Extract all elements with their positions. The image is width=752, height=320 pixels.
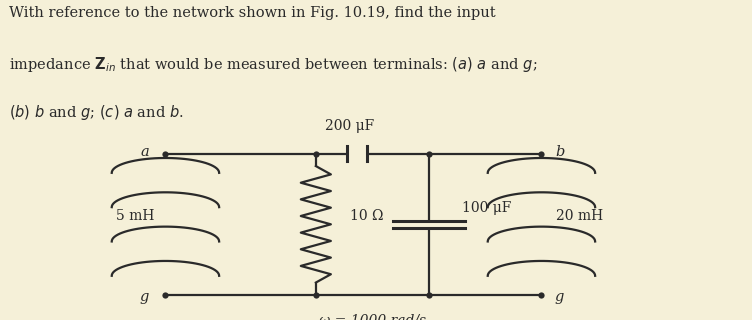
Text: ω = 1000 rad/s: ω = 1000 rad/s	[319, 314, 426, 320]
Text: g: g	[140, 290, 149, 304]
Text: 20 mH: 20 mH	[556, 209, 604, 223]
Text: 200 μF: 200 μF	[325, 119, 374, 133]
Text: b: b	[555, 145, 564, 158]
Text: a: a	[140, 145, 149, 158]
Text: 10 Ω: 10 Ω	[350, 209, 384, 223]
Text: With reference to the network shown in Fig. 10.19, find the input: With reference to the network shown in F…	[9, 6, 496, 20]
Text: 5 mH: 5 mH	[116, 209, 154, 223]
Text: 100 μF: 100 μF	[462, 201, 512, 215]
Text: $(b)$ $b$ and $g$; $(c)$ $a$ and $b$.: $(b)$ $b$ and $g$; $(c)$ $a$ and $b$.	[9, 103, 183, 122]
Text: g: g	[555, 290, 564, 304]
Text: impedance $\mathbf{Z}_{in}$ that would be measured between terminals: $(a)$ $a$ : impedance $\mathbf{Z}_{in}$ that would b…	[9, 55, 538, 74]
